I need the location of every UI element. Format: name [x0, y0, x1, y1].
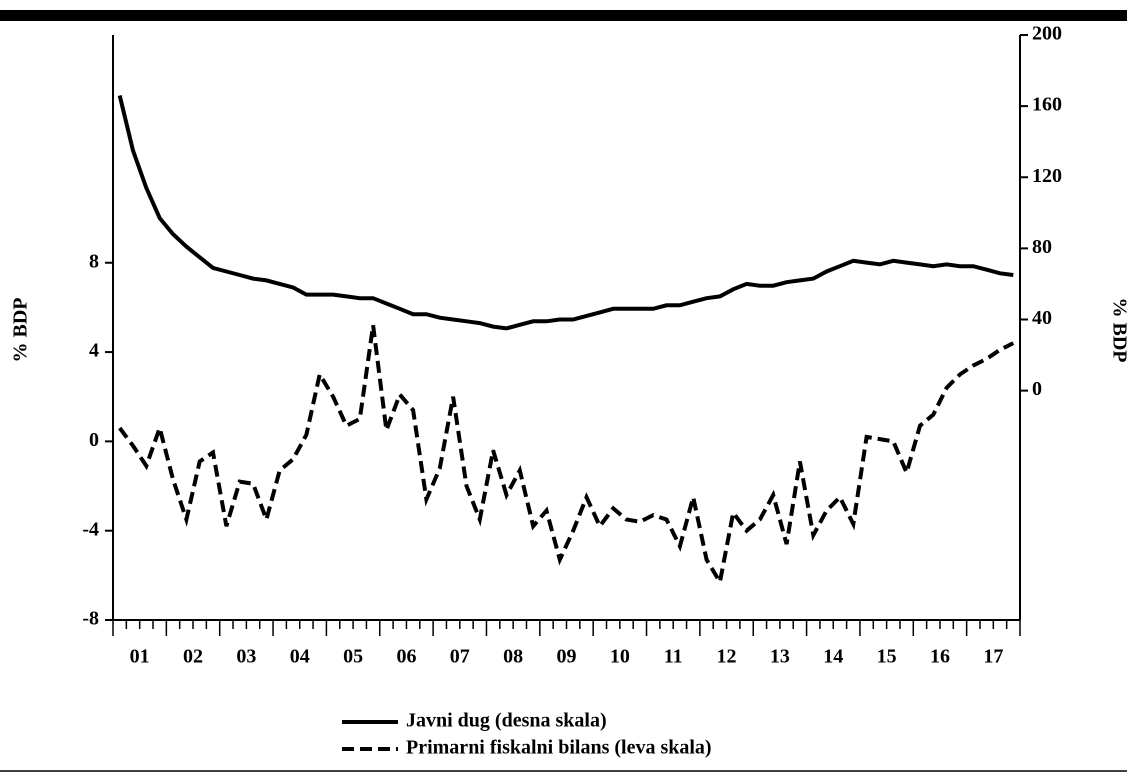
x-tick-label: 06: [396, 646, 416, 668]
y-tick-label: 8: [89, 250, 99, 272]
y2-tick-label: 160: [1032, 94, 1062, 116]
x-tick-label: 12: [717, 646, 737, 668]
x-tick-label: 14: [823, 646, 843, 668]
y-tick-label: -8: [82, 608, 99, 630]
x-tick-label: 05: [343, 646, 363, 668]
y-tick-label: 0: [89, 429, 99, 451]
x-tick-label: 04: [290, 646, 310, 668]
x-tick-label: 03: [236, 646, 256, 668]
x-tick-label: 09: [557, 646, 577, 668]
x-tick-label: 17: [983, 646, 1003, 668]
x-tick-label: 16: [930, 646, 950, 668]
legend-label: Javni dug (desna skala): [406, 710, 607, 732]
x-tick-label: 13: [770, 646, 790, 668]
y2-tick-label: 120: [1032, 165, 1062, 187]
x-tick-label: 01: [130, 646, 150, 668]
y2-tick-label: 40: [1032, 307, 1052, 329]
x-tick-label: 11: [664, 646, 683, 668]
x-tick-label: 10: [610, 646, 630, 668]
y2-tick-label: 80: [1032, 236, 1052, 258]
legend-label: Primarni fiskalni bilans (leva skala): [406, 737, 712, 759]
series-line: [118, 325, 1015, 588]
y2-axis-label: % BDP: [1108, 298, 1127, 363]
top-band: [0, 10, 1127, 21]
y2-tick-label: 200: [1032, 23, 1062, 45]
y-axis-label: % BDP: [10, 298, 32, 363]
y-tick-label: 4: [89, 340, 99, 362]
x-tick-label: 15: [877, 646, 897, 668]
x-tick-label: 07: [450, 646, 470, 668]
y-tick-label: -4: [82, 518, 99, 540]
series-line: [117, 95, 1014, 331]
x-tick-label: 08: [503, 646, 523, 668]
y2-tick-label: 0: [1032, 378, 1042, 400]
x-tick-label: 02: [183, 646, 203, 668]
